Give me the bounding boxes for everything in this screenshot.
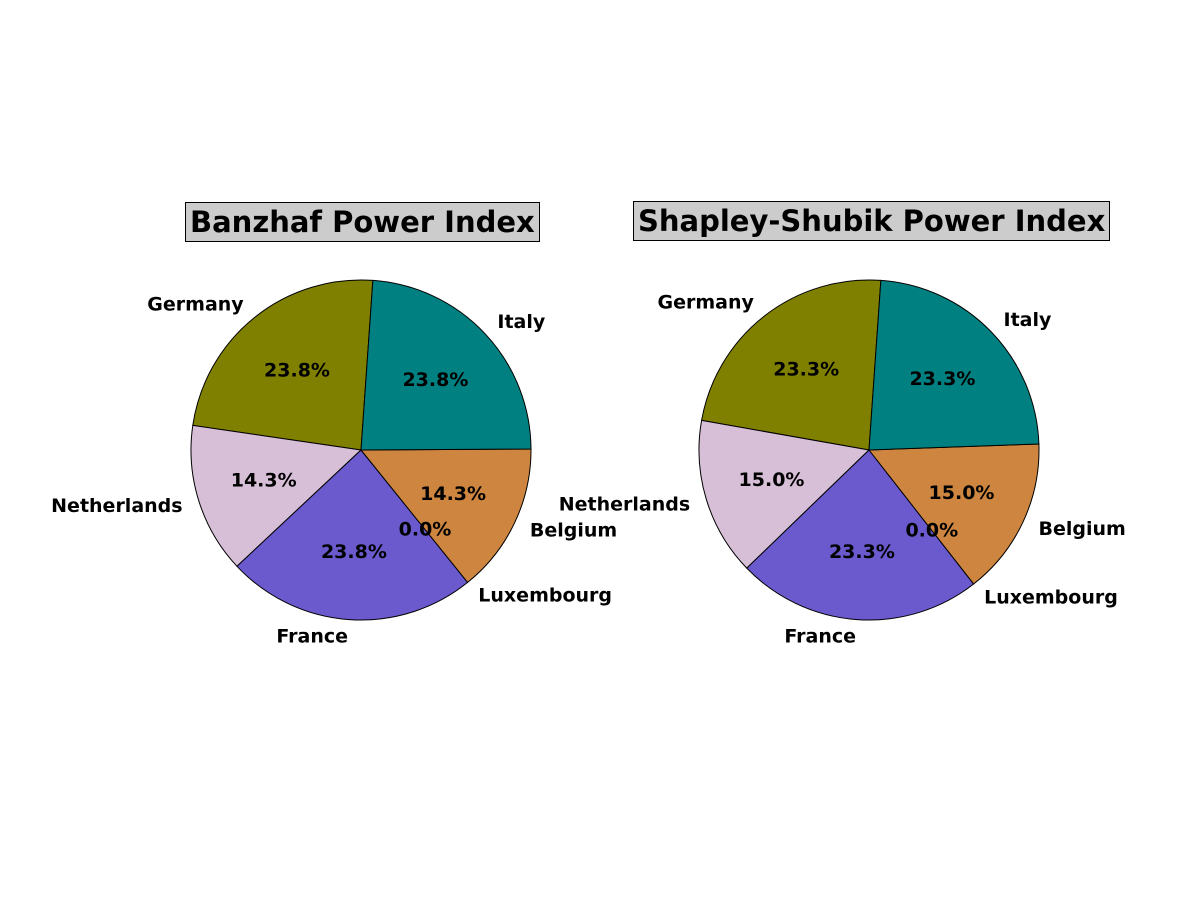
slice-italy xyxy=(360,279,532,451)
slice-france xyxy=(746,449,975,621)
slice-pct-luxembourg: 0.0% xyxy=(399,518,452,540)
slice-italy xyxy=(868,279,1040,451)
slice-pct-belgium: 14.3% xyxy=(420,483,486,505)
slice-label-netherlands: Netherlands xyxy=(51,495,182,517)
slice-label-netherlands: Netherlands xyxy=(559,494,690,516)
slice-pct-france: 23.8% xyxy=(321,541,387,563)
slice-belgium xyxy=(868,443,1040,585)
slice-netherlands xyxy=(698,419,871,569)
slice-label-france: France xyxy=(784,626,856,648)
slice-pct-luxembourg: 0.0% xyxy=(905,519,958,541)
slice-pct-netherlands: 14.3% xyxy=(231,470,297,492)
slice-pct-belgium: 15.0% xyxy=(929,482,995,504)
slice-label-belgium: Belgium xyxy=(530,519,617,541)
slice-pct-germany: 23.3% xyxy=(773,359,839,381)
slice-label-belgium: Belgium xyxy=(1039,518,1126,540)
slice-germany xyxy=(192,279,374,451)
pie-0: 23.8% Germany 14.3% Netherlands 23.8% France 0… xyxy=(51,279,617,648)
slice-label-germany: Germany xyxy=(147,293,244,315)
pie-1: 23.3% Germany 15.0% Netherlands 23.3% France 0… xyxy=(559,279,1126,648)
chart-title-shapley-shubik: Shapley-Shubik Power Index xyxy=(633,201,1111,241)
slice-pct-netherlands: 15.0% xyxy=(739,469,805,491)
slice-label-italy: Italy xyxy=(497,311,545,333)
slice-label-germany: Germany xyxy=(658,292,755,314)
slice-netherlands xyxy=(190,424,363,567)
slice-pct-france: 23.3% xyxy=(829,541,895,563)
slice-label-luxembourg: Luxembourg xyxy=(984,586,1118,608)
slice-belgium xyxy=(359,448,532,584)
slice-pct-italy: 23.8% xyxy=(402,369,468,391)
slice-pct-italy: 23.3% xyxy=(909,368,975,390)
slice-france xyxy=(236,449,469,621)
slice-label-luxembourg: Luxembourg xyxy=(478,585,612,607)
slice-germany xyxy=(701,279,882,451)
slice-pct-germany: 23.8% xyxy=(264,360,330,382)
chart-title-banzhaf: Banzhaf Power Index xyxy=(185,202,540,242)
slice-label-france: France xyxy=(276,626,348,648)
slice-label-italy: Italy xyxy=(1004,309,1052,331)
